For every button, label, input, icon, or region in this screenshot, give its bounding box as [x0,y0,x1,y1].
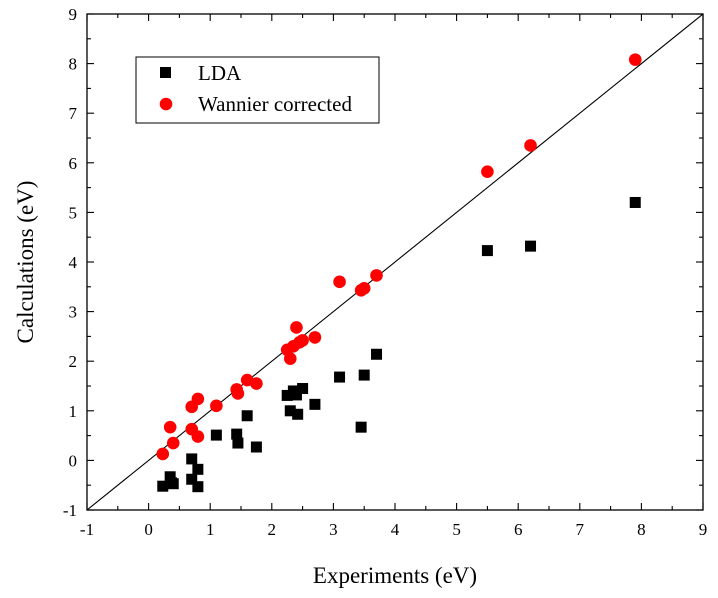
lda-point [292,408,304,420]
y-tick-label: 7 [69,104,78,123]
lda-point [250,441,262,453]
lda-point [355,421,367,433]
y-tick-label: 4 [69,253,78,272]
lda-point [297,382,309,394]
x-tick-label: 9 [699,520,708,539]
lda-point [290,389,302,401]
x-tick-label: 5 [452,520,461,539]
wannier-point [166,436,180,450]
wannier-point [370,269,383,282]
wannier-point [628,53,642,66]
y-tick-label: 5 [69,203,78,222]
lda-point [231,428,243,440]
lda-point [629,196,641,208]
lda-point [358,369,370,381]
series-lda [157,196,641,493]
x-tick-label: 2 [268,520,277,539]
lda-point [186,473,198,485]
series-wannier-corrected [156,53,642,461]
lda-point [284,405,296,417]
legend-label-lda: LDA [198,61,242,85]
y-tick-label: -1 [63,501,77,520]
wannier-point [283,352,297,366]
wannier-point [250,377,263,390]
y-tick-label: 2 [69,352,78,371]
lda-point [241,410,253,422]
lda-point [164,471,176,483]
wannier-point [296,334,309,347]
wannier-point [156,447,170,461]
wannier-point [163,420,177,434]
y-tick-label: 8 [69,55,78,74]
x-tick-label: 1 [206,520,215,539]
x-tick-label: 6 [514,520,523,539]
lda-point [281,389,293,401]
lda-point [334,371,346,383]
lda-point [192,463,204,475]
lda-point [525,240,537,252]
y-tick-label: 9 [69,5,78,24]
lda-point [232,437,244,449]
wannier-point [191,430,205,443]
wannier-point [191,392,205,406]
x-tick-label: 4 [391,520,400,539]
legend: LDA Wannier corrected [135,56,380,124]
x-tick-label: 0 [144,520,153,539]
x-tick-label: -1 [80,520,94,539]
x-tick-label: 8 [637,520,646,539]
wannier-point [357,281,371,295]
lda-point [186,453,198,465]
x-tick-label: 3 [329,520,338,539]
lda-point [371,348,383,360]
wannier-point [333,275,346,289]
wannier-point [210,399,223,413]
lda-point [481,245,493,257]
plot-frame [86,13,704,511]
wannier-point [481,165,494,179]
wannier-point [290,321,303,334]
legend-marker-wannier [159,97,173,111]
y-tick-label: 6 [69,154,78,173]
y-tick-label: 0 [69,451,78,470]
legend-marker-lda [160,67,171,78]
y-axis-title: Calculations (eV) [13,181,38,344]
x-tick-label: 7 [576,520,585,539]
x-axis-title: Experiments (eV) [313,563,477,588]
y-tick-label: 3 [69,303,78,322]
legend-box [135,56,380,124]
legend-label-wannier: Wannier corrected [198,92,352,116]
lda-point [167,478,179,490]
lda-point [309,398,321,410]
lda-point [192,481,204,493]
lda-point [157,480,169,492]
wannier-point [308,331,322,344]
lda-point [210,429,222,441]
wannier-point [231,387,245,400]
y-tick-label: 1 [69,402,78,421]
wannier-point [524,139,537,152]
